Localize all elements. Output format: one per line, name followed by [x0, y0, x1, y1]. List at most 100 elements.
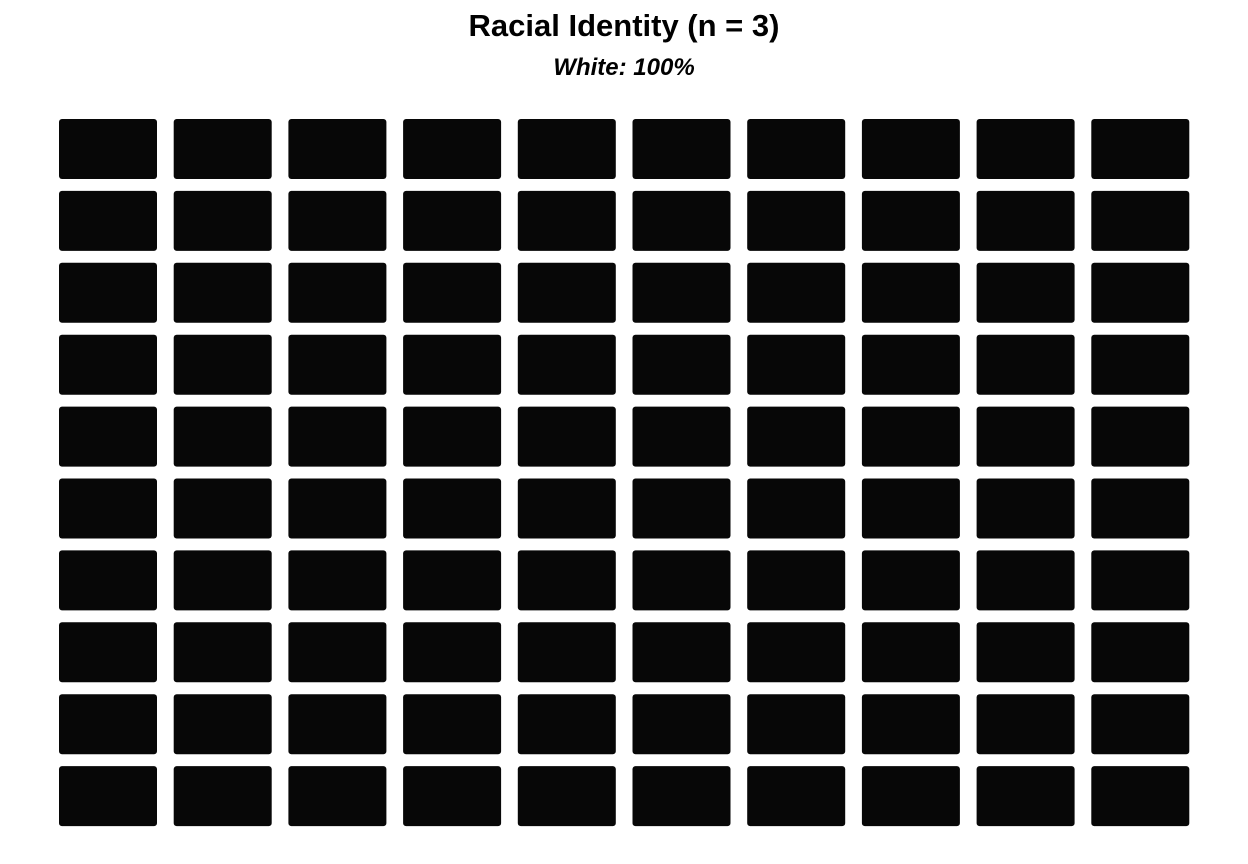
- waffle-cell: [173, 766, 272, 827]
- waffle-cell: [1091, 478, 1190, 539]
- waffle-cell: [976, 190, 1075, 251]
- waffle-cell: [59, 694, 157, 755]
- waffle-cell: [517, 766, 616, 827]
- chart-title: Racial Identity (n = 3): [468, 8, 780, 43]
- waffle-cell: [288, 478, 387, 539]
- waffle-cell: [59, 119, 157, 179]
- waffle-cell: [976, 334, 1075, 395]
- waffle-cell: [976, 478, 1075, 539]
- waffle-cell: [173, 190, 272, 251]
- waffle-cell: [861, 550, 960, 611]
- waffle-cell: [517, 190, 616, 251]
- waffle-cell: [517, 262, 616, 323]
- waffle-cell: [403, 694, 502, 755]
- waffle-cell: [747, 190, 846, 251]
- waffle-cell: [1091, 622, 1190, 683]
- waffle-cell: [59, 766, 157, 827]
- waffle-cell: [173, 478, 272, 539]
- waffle-cell: [861, 262, 960, 323]
- waffle-cell: [632, 478, 731, 539]
- waffle-cell: [173, 622, 272, 683]
- waffle-cell: [861, 622, 960, 683]
- waffle-cell: [861, 119, 960, 179]
- waffle-cell: [403, 622, 502, 683]
- waffle-cell: [517, 119, 616, 179]
- waffle-cell: [1091, 766, 1190, 827]
- chart-subtitle: White: 100%: [553, 54, 695, 81]
- waffle-cell: [976, 550, 1075, 611]
- waffle-cell: [517, 334, 616, 395]
- waffle-cell: [1091, 262, 1190, 323]
- waffle-cell: [861, 406, 960, 467]
- waffle-cell: [747, 622, 846, 683]
- waffle-cell: [517, 406, 616, 467]
- waffle-cell: [288, 622, 387, 683]
- waffle-cell: [632, 262, 731, 323]
- waffle-cell: [747, 119, 846, 179]
- waffle-cell: [632, 334, 731, 395]
- waffle-cell: [747, 550, 846, 611]
- waffle-cell: [59, 622, 157, 683]
- waffle-cell: [288, 406, 387, 467]
- waffle-cell: [747, 694, 846, 755]
- waffle-cell: [173, 119, 272, 179]
- waffle-cell: [288, 334, 387, 395]
- waffle-cell: [861, 694, 960, 755]
- waffle-cell: [1091, 334, 1190, 395]
- waffle-cell: [747, 766, 846, 827]
- waffle-cell: [632, 406, 731, 467]
- waffle-cell: [1091, 550, 1190, 611]
- waffle-cell: [59, 550, 157, 611]
- waffle-cell: [632, 550, 731, 611]
- waffle-cell: [976, 694, 1075, 755]
- waffle-cell: [747, 334, 846, 395]
- waffle-cell: [59, 406, 157, 467]
- waffle-cell: [517, 694, 616, 755]
- waffle-cell: [403, 119, 502, 179]
- waffle-cell: [59, 334, 157, 395]
- waffle-cell: [517, 622, 616, 683]
- waffle-cell: [517, 478, 616, 539]
- waffle-cell: [173, 406, 272, 467]
- waffle-cell: [403, 190, 502, 251]
- waffle-cell: [288, 262, 387, 323]
- waffle-cell: [173, 550, 272, 611]
- waffle-cell: [403, 406, 502, 467]
- waffle-cell: [632, 190, 731, 251]
- waffle-cell: [747, 262, 846, 323]
- waffle-cell: [173, 694, 272, 755]
- waffle-cell: [976, 119, 1075, 179]
- waffle-cell: [1091, 694, 1190, 755]
- waffle-cell: [403, 550, 502, 611]
- waffle-cell: [403, 262, 502, 323]
- waffle-cell: [59, 190, 157, 251]
- waffle-cell: [288, 766, 387, 827]
- waffle-cell: [861, 766, 960, 827]
- waffle-cell: [976, 406, 1075, 467]
- waffle-cell: [747, 478, 846, 539]
- waffle-cell: [288, 550, 387, 611]
- waffle-cell: [632, 766, 731, 827]
- waffle-cell: [632, 622, 731, 683]
- waffle-cell: [403, 334, 502, 395]
- waffle-cell: [976, 622, 1075, 683]
- waffle-cell: [632, 694, 731, 755]
- waffle-cell: [747, 406, 846, 467]
- waffle-cell: [288, 119, 387, 179]
- waffle-cell: [976, 262, 1075, 323]
- waffle-cell: [1091, 406, 1190, 467]
- waffle-cell: [632, 119, 731, 179]
- waffle-cell: [288, 694, 387, 755]
- waffle-cell: [1091, 190, 1190, 251]
- waffle-cell: [59, 262, 157, 323]
- waffle-cell: [861, 478, 960, 539]
- waffle-cell: [288, 190, 387, 251]
- waffle-cell: [1091, 119, 1190, 179]
- waffle-cell: [861, 190, 960, 251]
- waffle-cell: [861, 334, 960, 395]
- waffle-cell: [59, 478, 157, 539]
- waffle-cell: [173, 334, 272, 395]
- waffle-cell: [403, 478, 502, 539]
- waffle-cell: [403, 766, 502, 827]
